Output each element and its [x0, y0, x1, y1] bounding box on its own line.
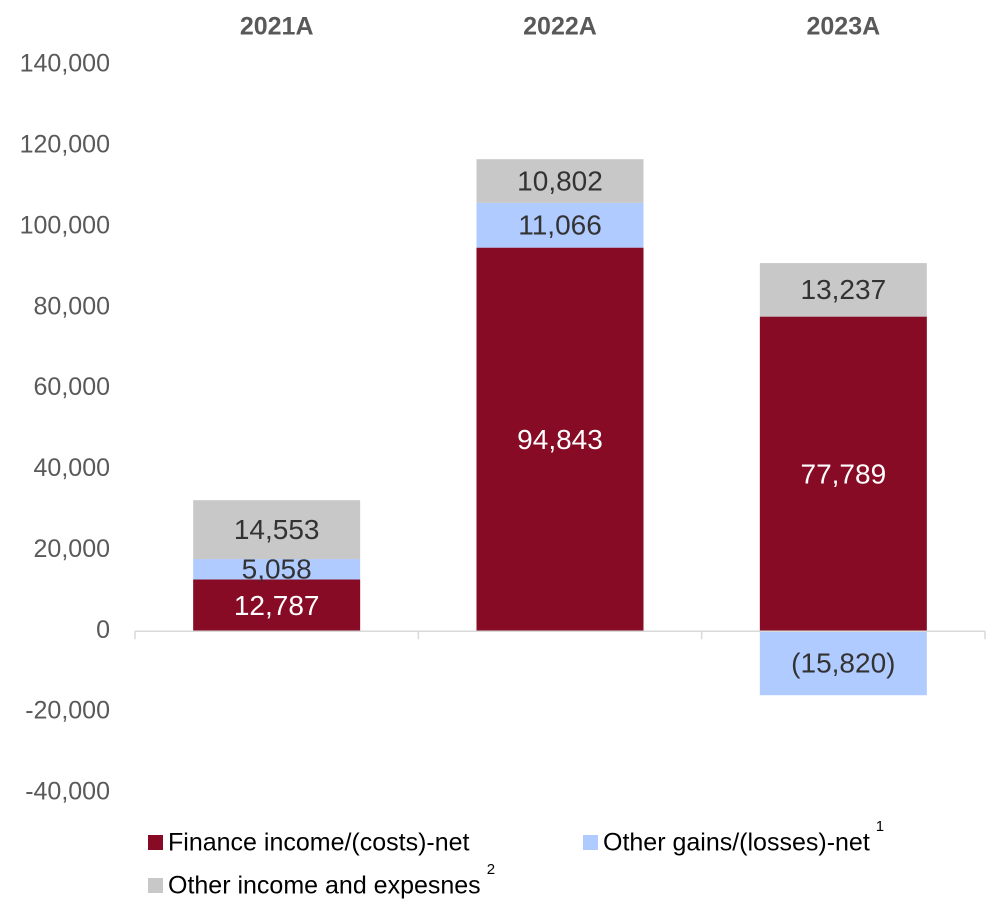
- y-tick-label: 0: [96, 616, 110, 644]
- category-label: 2021A: [240, 13, 314, 41]
- legend-swatch: [583, 835, 598, 850]
- legend-label: Finance income/(costs)-net: [168, 829, 470, 857]
- legend-note: 2: [487, 861, 495, 878]
- data-label: 13,237: [801, 274, 887, 305]
- bar-segment: [193, 500, 361, 560]
- y-tick-label: 60,000: [34, 373, 110, 401]
- y-tick-label: 20,000: [34, 535, 110, 563]
- bar-segment: [759, 263, 927, 317]
- y-tick-label: -40,000: [25, 778, 110, 806]
- legend-swatch: [148, 835, 163, 850]
- data-label: 94,843: [517, 424, 603, 455]
- legend-note: 1: [876, 818, 884, 835]
- data-label: (15,820): [791, 648, 895, 679]
- category-label: 2022A: [523, 13, 597, 41]
- bar-segment: [193, 559, 361, 580]
- legend-label: Other gains/(losses)-net: [603, 829, 870, 857]
- data-label: 11,066: [518, 210, 602, 241]
- data-label: 77,789: [801, 458, 887, 489]
- bar-segment: [759, 631, 927, 696]
- y-tick-label: 120,000: [20, 130, 110, 158]
- y-tick-label: 140,000: [20, 50, 110, 78]
- bar-segment: [476, 247, 644, 632]
- legend-swatch: [148, 878, 163, 893]
- data-label: 14,553: [234, 514, 320, 545]
- data-label: 12,787: [234, 590, 320, 621]
- bar-segment: [476, 159, 644, 203]
- bar-segment: [476, 202, 644, 248]
- y-tick-label: 40,000: [34, 454, 110, 482]
- y-tick-label: -20,000: [25, 697, 110, 725]
- y-tick-label: 80,000: [34, 292, 110, 320]
- y-tick-label: 100,000: [20, 211, 110, 239]
- legend-label: Other income and expesnes: [168, 872, 481, 900]
- category-label: 2023A: [806, 13, 880, 41]
- bar-segment: [193, 579, 361, 632]
- data-label: 10,802: [517, 165, 603, 196]
- bar-segment: [759, 316, 927, 632]
